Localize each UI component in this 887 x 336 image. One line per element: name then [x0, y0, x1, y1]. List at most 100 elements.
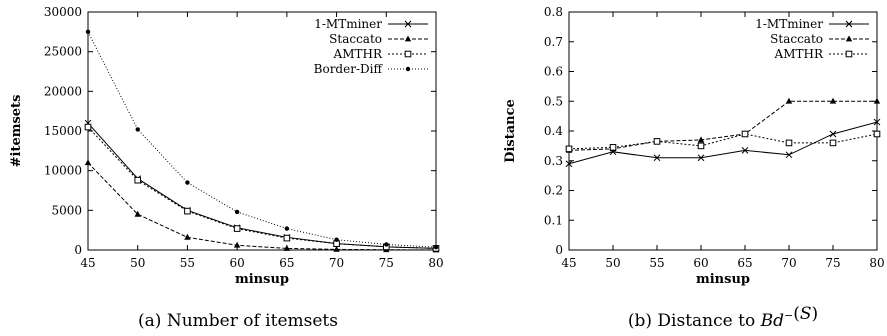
x-axis-label: minsup: [696, 272, 750, 287]
series-line-amthr: [87, 126, 437, 249]
data-point-amthr: [829, 139, 837, 147]
data-point-border-diff: [85, 29, 91, 35]
data-point-border-diff: [384, 242, 389, 247]
x-tick-label: 65: [279, 256, 294, 270]
series-line-staccato: [568, 100, 877, 151]
x-tick-label: 65: [737, 256, 752, 270]
y-tick-label: 5000: [51, 203, 82, 217]
x-tick-label: 55: [180, 256, 195, 270]
data-point-staccato: [829, 97, 837, 104]
data-point-1-mtminer: [873, 118, 881, 126]
y-tick-label: 15000: [44, 124, 82, 138]
data-point-1-mtminer: [653, 154, 661, 162]
data-point-amthr: [565, 145, 573, 153]
data-point-amthr: [184, 207, 191, 215]
x-tick-label: 75: [379, 256, 394, 270]
legend-marker: [404, 35, 412, 42]
plot-frame: [87, 11, 437, 251]
data-point-1-mtminer: [697, 154, 705, 162]
caption-math-sup: −: [784, 309, 793, 322]
caption-math-base: Bd: [760, 311, 784, 331]
y-axis-label: #itemsets: [9, 95, 24, 168]
legend-marker: [404, 20, 412, 28]
series-line-1-mtminer: [568, 121, 878, 165]
data-point-amthr: [873, 130, 881, 138]
x-tick-label: 80: [869, 256, 884, 270]
legend-label: Staccato: [329, 32, 382, 46]
x-tick-label: 75: [825, 256, 840, 270]
y-tick-label: 0.2: [544, 184, 563, 198]
caption-math-arg-open: (: [793, 304, 800, 324]
y-tick-label: 0.4: [544, 124, 563, 138]
legend-marker: [845, 20, 853, 28]
data-point-amthr: [134, 176, 142, 184]
y-tick-label: 0.8: [544, 5, 563, 19]
caption-prefix: (a): [138, 311, 161, 331]
data-point-amthr: [697, 142, 705, 150]
data-point-1-mtminer: [565, 160, 573, 168]
legend-label: 1-MTminer: [314, 17, 382, 31]
x-tick-label: 50: [605, 256, 620, 270]
data-point-amthr: [609, 144, 617, 151]
legend-label: AMTHR: [333, 47, 383, 61]
data-point-border-diff: [433, 245, 439, 250]
data-point-amthr: [653, 138, 661, 145]
caption-text: Number of itemsets: [167, 311, 338, 331]
data-point-staccato: [873, 97, 881, 104]
x-tick-label: 70: [329, 256, 344, 270]
x-tick-label: 80: [428, 256, 443, 270]
data-point-amthr: [283, 234, 291, 242]
caption: (a) Number of itemsets: [138, 311, 338, 331]
data-point-staccato: [697, 136, 705, 143]
x-tick-label: 60: [230, 256, 245, 270]
y-tick-label: 0.6: [544, 65, 563, 79]
data-point-staccato: [233, 241, 241, 248]
chart-panel-a: 0 5000 10000 15000 20000 25000 30000 45 50 55 60 65…: [9, 5, 444, 331]
x-tick-label: 45: [80, 256, 95, 270]
data-point-1-mtminer: [829, 130, 837, 138]
legend-marker: [405, 66, 411, 72]
legend-label: Border-Diff: [314, 62, 384, 76]
x-tick-label: 45: [561, 256, 576, 270]
caption-math-arg-var: S: [800, 304, 812, 324]
x-tick-label: 50: [130, 256, 145, 270]
chart-panel-b: 0 0.1 0.2 0.3 0.4 0.5 0.6 0.7 0.8 45 50 55 60 65 70 75 8…: [503, 5, 885, 331]
series-line-1-mtminer: [87, 122, 437, 249]
y-tick-label: 20000: [44, 84, 82, 98]
legend-label: Staccato: [770, 32, 823, 46]
data-point-amthr: [785, 139, 793, 147]
y-tick-label: 0.1: [544, 213, 563, 227]
data-point-border-diff: [234, 209, 240, 215]
y-tick-label: 0.5: [544, 94, 563, 108]
y-tick-label: 25000: [44, 45, 82, 59]
data-point-amthr: [84, 123, 92, 131]
data-point-border-diff: [334, 237, 339, 242]
y-tick-label: 30000: [44, 5, 82, 19]
caption-math-arg-close: ): [811, 304, 818, 324]
data-point-border-diff: [284, 226, 290, 231]
legend-label: AMTHR: [774, 47, 824, 61]
plot-frame: [568, 11, 878, 251]
legend-marker: [845, 50, 853, 58]
series-line-staccato: [87, 162, 437, 251]
data-point-1-mtminer: [785, 151, 793, 159]
caption-prefix: (b) Distance to: [628, 311, 761, 331]
data-point-staccato: [785, 97, 793, 104]
data-point-border-diff: [135, 127, 140, 132]
data-point-staccato: [184, 233, 191, 240]
data-point-staccato: [134, 210, 141, 217]
legend-marker: [404, 50, 412, 58]
y-tick-label: 0: [74, 243, 82, 257]
x-tick-label: 55: [649, 256, 664, 270]
data-point-amthr: [233, 225, 241, 232]
y-tick-label: 10000: [44, 164, 82, 178]
caption: (b) Distance to Bd−(S): [628, 304, 818, 331]
data-point-staccato: [333, 245, 340, 252]
x-tick-label: 70: [781, 256, 796, 270]
data-point-amthr: [741, 130, 749, 138]
x-tick-label: 60: [693, 256, 708, 270]
y-tick-label: 0: [555, 243, 563, 257]
data-point-staccato: [84, 159, 92, 166]
x-axis-label: minsup: [235, 272, 289, 287]
